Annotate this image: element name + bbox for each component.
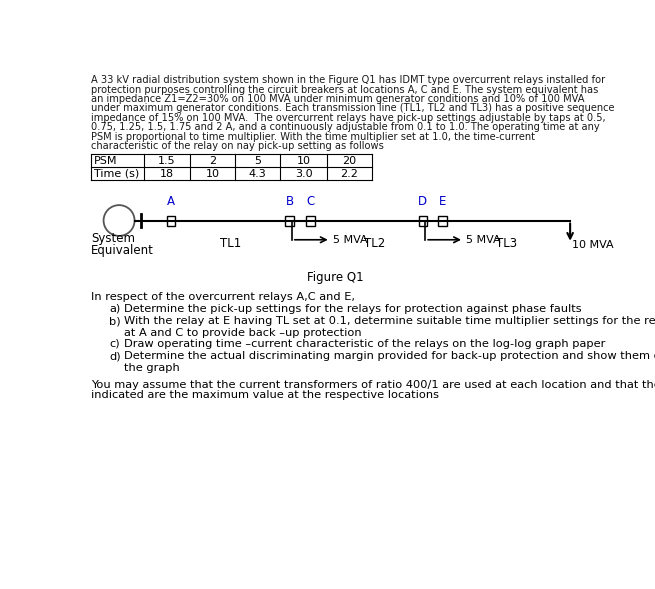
- Bar: [286, 216, 294, 226]
- Text: 20: 20: [342, 156, 356, 166]
- Text: TL1: TL1: [219, 237, 241, 250]
- Text: TL2: TL2: [364, 237, 385, 250]
- Text: an impedance Z1=Z2=30% on 100 MVA under minimum generator conditions and 10% of : an impedance Z1=Z2=30% on 100 MVA under …: [91, 94, 585, 104]
- Text: Equivalent: Equivalent: [91, 244, 154, 257]
- Text: A: A: [167, 195, 175, 208]
- Text: b): b): [109, 316, 121, 326]
- Text: 10: 10: [206, 169, 220, 179]
- Text: Determine the pick-up settings for the relays for protection against phase fault: Determine the pick-up settings for the r…: [124, 304, 582, 314]
- Text: 2.2: 2.2: [341, 169, 358, 179]
- Text: 10: 10: [297, 156, 310, 166]
- Text: protection purposes controlling the circuit breakers at locations A, C and E. Th: protection purposes controlling the circ…: [91, 85, 599, 95]
- Text: 5: 5: [254, 156, 261, 166]
- Text: 2: 2: [210, 156, 216, 166]
- Bar: [167, 216, 176, 226]
- Text: d): d): [109, 352, 121, 362]
- Text: With the relay at E having TL set at 0.1, determine suitable time multiplier set: With the relay at E having TL set at 0.1…: [124, 316, 655, 338]
- Text: a): a): [109, 304, 121, 314]
- Text: 5 MVA: 5 MVA: [466, 235, 501, 245]
- Text: A 33 kV radial distribution system shown in the Figure Q1 has IDMT type overcurr: A 33 kV radial distribution system shown…: [91, 75, 605, 85]
- Text: 4.3: 4.3: [249, 169, 267, 179]
- Text: Figure Q1: Figure Q1: [307, 270, 364, 283]
- Text: PSM is proportional to time multiplier. With the time multiplier set at 1.0, the: PSM is proportional to time multiplier. …: [91, 132, 535, 142]
- Text: B: B: [286, 195, 293, 208]
- Text: PSM: PSM: [94, 156, 118, 166]
- Text: 1.5: 1.5: [159, 156, 176, 166]
- Text: Determine the actual discriminating margin provided for back-up protection and s: Determine the actual discriminating marg…: [124, 352, 655, 373]
- Text: under maximum generator conditions. Each transmission line (TL1, TL2 and TL3) ha: under maximum generator conditions. Each…: [91, 104, 614, 114]
- Bar: [419, 216, 427, 226]
- Text: You may assume that the current transformers of ratio 400/1 are used at each loc: You may assume that the current transfor…: [91, 380, 655, 390]
- Text: impedance of 15% on 100 MVA.  The overcurrent relays have pick-up settings adjus: impedance of 15% on 100 MVA. The overcur…: [91, 113, 606, 123]
- Bar: [438, 216, 447, 226]
- Text: E: E: [439, 195, 446, 208]
- Text: indicated are the maximum value at the respective locations: indicated are the maximum value at the r…: [91, 390, 439, 400]
- Text: c): c): [109, 339, 120, 349]
- Text: C: C: [307, 195, 314, 208]
- Text: 10 MVA: 10 MVA: [572, 240, 614, 250]
- Text: In respect of the overcurrent relays A,C and E,: In respect of the overcurrent relays A,C…: [91, 292, 355, 302]
- Text: System: System: [91, 232, 135, 245]
- Text: 18: 18: [160, 169, 174, 179]
- Text: Draw operating time –current characteristic of the relays on the log-log graph p: Draw operating time –current characteris…: [124, 339, 606, 349]
- Text: Time (s): Time (s): [94, 169, 140, 179]
- Text: TL3: TL3: [496, 237, 517, 250]
- Text: characteristic of the relay on nay pick-up setting as follows: characteristic of the relay on nay pick-…: [91, 141, 384, 151]
- Text: 5 MVA: 5 MVA: [333, 235, 367, 245]
- Bar: [307, 216, 315, 226]
- Text: 0.75, 1.25, 1.5, 1.75 and 2 A, and a continuously adjustable from 0.1 to 1.0. Th: 0.75, 1.25, 1.5, 1.75 and 2 A, and a con…: [91, 123, 600, 133]
- Text: D: D: [419, 195, 428, 208]
- Text: 3.0: 3.0: [295, 169, 312, 179]
